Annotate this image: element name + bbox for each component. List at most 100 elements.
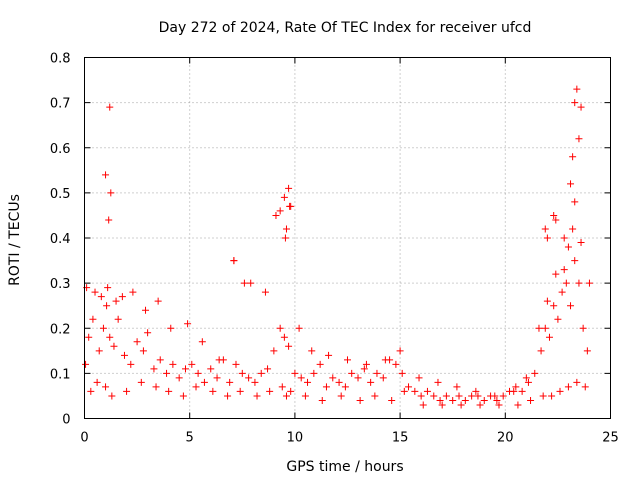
data-point bbox=[379, 374, 387, 382]
data-point bbox=[455, 392, 463, 400]
data-point bbox=[541, 324, 549, 332]
data-point bbox=[105, 216, 113, 224]
data-point bbox=[152, 383, 160, 391]
x-axis-title: GPS time / hours bbox=[286, 459, 403, 475]
data-point bbox=[184, 320, 192, 328]
plot-frame bbox=[84, 57, 611, 419]
data-point bbox=[264, 365, 272, 373]
data-point bbox=[137, 378, 145, 386]
y-tick-label: 0 bbox=[62, 413, 70, 428]
data-point bbox=[585, 279, 593, 287]
y-tick-label: 0.5 bbox=[50, 187, 71, 202]
data-point bbox=[388, 396, 396, 404]
data-point bbox=[114, 315, 122, 323]
data-point bbox=[167, 324, 175, 332]
data-point bbox=[552, 216, 560, 224]
data-point bbox=[291, 369, 299, 377]
data-point bbox=[95, 347, 103, 355]
data-point bbox=[301, 392, 309, 400]
data-point bbox=[430, 392, 438, 400]
data-point bbox=[280, 193, 288, 201]
data-point bbox=[230, 257, 238, 265]
data-point bbox=[461, 396, 469, 404]
data-point bbox=[280, 333, 288, 341]
data-point bbox=[535, 324, 543, 332]
data-point bbox=[133, 338, 141, 346]
data-point bbox=[316, 360, 324, 368]
data-point bbox=[537, 347, 545, 355]
data-point bbox=[348, 369, 356, 377]
data-point bbox=[102, 383, 110, 391]
data-point bbox=[423, 387, 431, 395]
x-tick-label: 20 bbox=[497, 431, 514, 446]
y-tick-label: 0.7 bbox=[50, 97, 71, 112]
data-point bbox=[583, 347, 591, 355]
data-point bbox=[112, 297, 120, 305]
data-point bbox=[85, 333, 93, 341]
y-tick-label: 0.4 bbox=[50, 232, 71, 247]
data-point bbox=[245, 374, 253, 382]
data-point bbox=[567, 302, 575, 310]
data-point bbox=[198, 338, 206, 346]
tick-marks bbox=[84, 57, 611, 419]
data-point bbox=[87, 387, 95, 395]
data-point bbox=[468, 392, 476, 400]
data-point bbox=[144, 329, 152, 337]
data-point bbox=[341, 383, 349, 391]
data-point bbox=[548, 392, 556, 400]
data-point bbox=[272, 211, 280, 219]
data-point bbox=[581, 383, 589, 391]
data-point bbox=[238, 369, 246, 377]
data-point bbox=[417, 392, 425, 400]
data-point bbox=[356, 396, 364, 404]
data-point bbox=[236, 387, 244, 395]
data-point bbox=[398, 369, 406, 377]
data-point bbox=[405, 383, 413, 391]
data-point bbox=[556, 387, 564, 395]
data-point bbox=[181, 365, 189, 373]
data-point bbox=[304, 378, 312, 386]
data-point bbox=[106, 333, 114, 341]
data-point bbox=[318, 396, 326, 404]
y-tick-label: 0.8 bbox=[50, 52, 71, 67]
data-point bbox=[163, 369, 171, 377]
data-point bbox=[253, 392, 261, 400]
data-point bbox=[573, 378, 581, 386]
data-point bbox=[97, 293, 105, 301]
data-point bbox=[215, 356, 223, 364]
y-tick-labels: 0 0.1 0.2 0.3 0.4 0.5 0.6 0.7 0.8 bbox=[50, 52, 71, 428]
data-point bbox=[569, 225, 577, 233]
x-tick-label: 5 bbox=[186, 431, 194, 446]
data-point bbox=[571, 198, 579, 206]
data-point bbox=[108, 392, 116, 400]
data-point bbox=[104, 284, 112, 292]
data-point bbox=[175, 374, 183, 382]
data-point bbox=[550, 211, 558, 219]
data-point bbox=[192, 383, 200, 391]
grid bbox=[84, 57, 611, 419]
data-point bbox=[567, 180, 575, 188]
data-point bbox=[381, 356, 389, 364]
data-point bbox=[224, 392, 232, 400]
data-point bbox=[127, 360, 135, 368]
y-tick-label: 0.2 bbox=[50, 322, 71, 337]
grid-horizontal bbox=[84, 102, 611, 374]
data-point bbox=[156, 356, 164, 364]
data-point bbox=[270, 347, 278, 355]
data-point bbox=[480, 396, 488, 404]
data-point bbox=[194, 369, 202, 377]
data-point bbox=[392, 360, 400, 368]
data-point bbox=[179, 392, 187, 400]
data-point bbox=[106, 103, 114, 111]
data-point bbox=[123, 387, 131, 395]
data-point bbox=[493, 396, 501, 404]
data-points bbox=[82, 85, 593, 409]
data-point bbox=[539, 392, 547, 400]
data-point bbox=[543, 297, 551, 305]
data-point bbox=[457, 401, 465, 409]
data-point bbox=[577, 103, 585, 111]
data-point bbox=[510, 387, 518, 395]
x-tick-labels: 0 5 10 15 20 25 bbox=[80, 431, 618, 446]
data-point bbox=[550, 302, 558, 310]
